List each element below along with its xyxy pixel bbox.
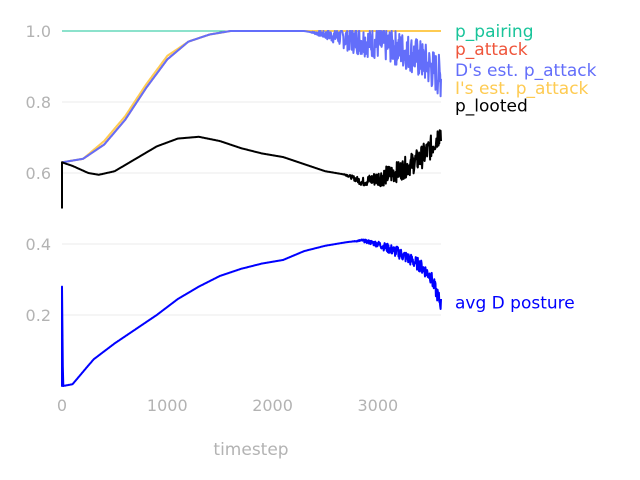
series-line-p-looted	[61, 129, 442, 209]
y-tick-label: 0.8	[26, 93, 51, 112]
series-label: p_attack	[455, 40, 528, 60]
y-tick-label: 1.0	[26, 22, 51, 41]
series-line-d-s-est-p-attack	[61, 30, 442, 164]
y-tick-label: 0.4	[26, 235, 51, 254]
x-tick-label: 3000	[357, 396, 398, 415]
series-line-avg-d-posture	[61, 238, 442, 387]
series-label: I's est. p_attack	[455, 79, 589, 99]
series-label: avg D posture	[455, 294, 575, 314]
series-label: p_pairing	[455, 22, 534, 42]
x-tick-label: 2000	[252, 396, 293, 415]
x-tick-labels: 0 1000 2000 3000	[57, 396, 398, 415]
y-tick-label: 0.6	[26, 164, 51, 183]
series-lines	[61, 30, 442, 387]
y-tick-label: 0.2	[26, 306, 51, 325]
series-label: p_looted	[455, 97, 528, 117]
series-line-i-s-est-p-attack	[61, 30, 441, 164]
y-tick-labels: 0.2 0.4 0.6 0.8 1.0	[26, 22, 51, 325]
x-axis-label: timestep	[213, 440, 288, 460]
x-tick-label: 1000	[147, 396, 188, 415]
series-label: D's est. p_attack	[455, 61, 597, 81]
x-tick-label: 0	[57, 396, 67, 415]
series-line-p-attack	[61, 30, 441, 164]
